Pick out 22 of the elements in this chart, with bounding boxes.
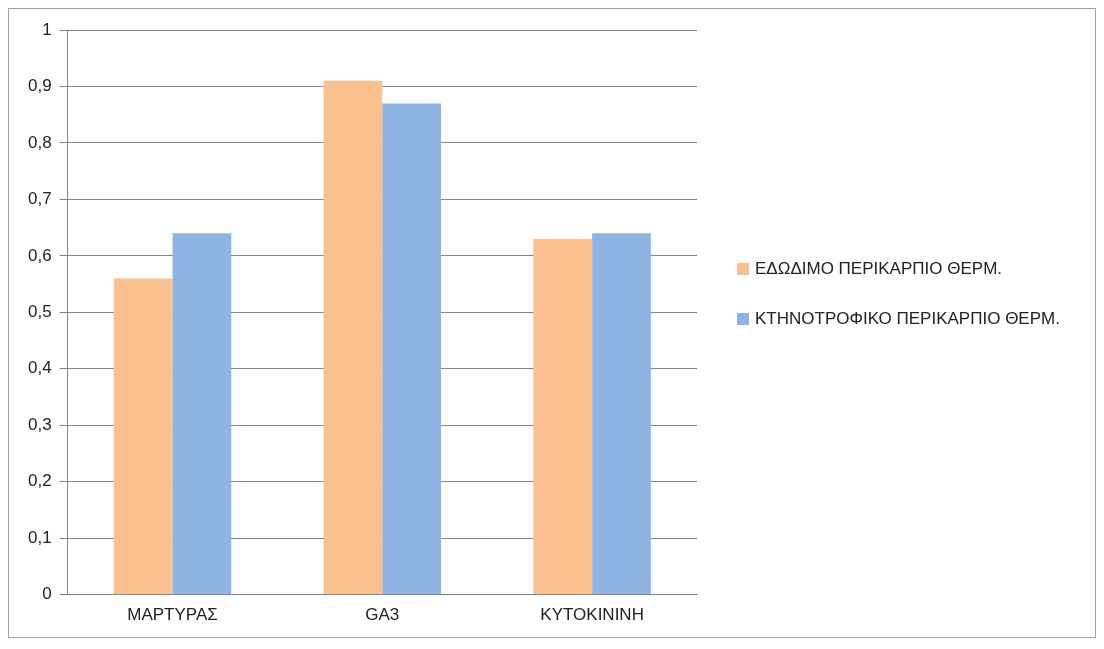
legend-label: ΕΔΩΔΙΜΟ ΠΕΡΙΚΑΡΠΙΟ ΘΕΡΜ.: [755, 258, 1003, 280]
y-tick-label: 0,7: [27, 189, 52, 209]
y-tick-label: 1: [42, 19, 52, 39]
y-tick-label: 0: [42, 584, 52, 604]
x-tick-label: GA3: [365, 605, 400, 625]
legend-label: ΚΤΗΝΟΤΡΟΦΙΚΟ ΠΕΡΙΚΑΡΠΙΟ ΘΕΡΜ.: [755, 308, 1060, 330]
y-tick-label: 0,8: [27, 132, 52, 152]
y-tick-label: 0,5: [27, 301, 52, 321]
y-tick-label: 0,2: [27, 471, 52, 491]
bar: [323, 80, 383, 595]
y-tick-label: 0,9: [27, 76, 52, 96]
x-tick-label: ΜΑΡΤΥΡΑΣ: [127, 605, 218, 625]
y-tick-label: 0,1: [27, 527, 52, 547]
bar: [592, 233, 651, 595]
bar: [113, 278, 173, 595]
bar: [533, 238, 593, 595]
y-tick-label: 0,3: [27, 414, 52, 434]
x-tick-label: ΚΥΤΟΚΙΝΙΝΗ: [540, 605, 644, 625]
y-tick-label: 0,4: [27, 358, 52, 378]
bar: [172, 233, 232, 595]
bar: [382, 103, 442, 595]
y-tick-label: 0,6: [27, 245, 52, 265]
